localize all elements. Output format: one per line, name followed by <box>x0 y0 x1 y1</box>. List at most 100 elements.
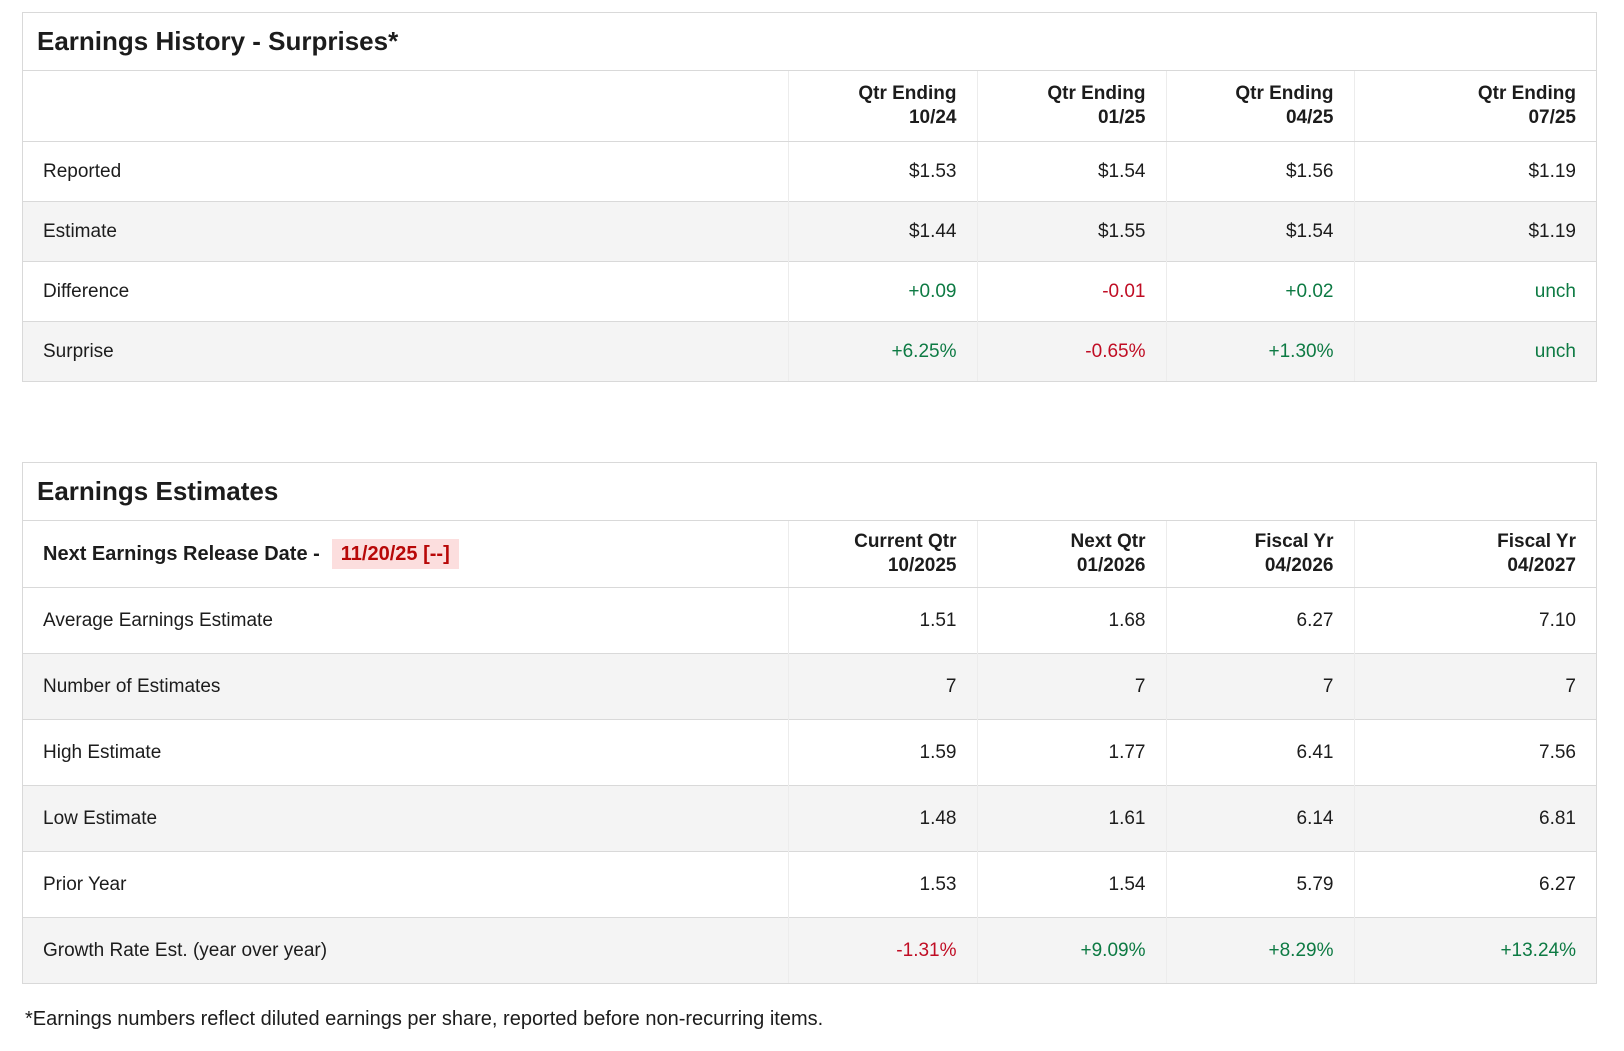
cell-value: 1.68 <box>976 587 1166 654</box>
cell-value: 6.27 <box>1353 851 1596 918</box>
column-header: Qtr Ending 01/25 <box>976 71 1166 142</box>
cell-value: 6.81 <box>1353 785 1596 852</box>
table-row: Prior Year 1.53 1.54 5.79 6.27 <box>23 851 1596 918</box>
column-header-line1: Qtr Ending <box>1235 83 1334 104</box>
cell-value: 7 <box>1165 653 1354 720</box>
column-header: Qtr Ending 07/25 <box>1353 71 1596 142</box>
column-header: Qtr Ending 10/24 <box>787 71 977 142</box>
cell-value: -1.31% <box>787 917 977 983</box>
earnings-estimates-table-header: Next Earnings Release Date - 11/20/25 [--… <box>23 521 1596 588</box>
cell-value: $1.19 <box>1353 141 1596 202</box>
cell-value: 5.79 <box>1165 851 1354 918</box>
earnings-history-title: Earnings History - Surprises* <box>23 13 1596 71</box>
earnings-estimates-card: Earnings Estimates Next Earnings Release… <box>22 462 1597 984</box>
cell-value: +13.24% <box>1353 917 1596 983</box>
column-header-line2: 04/25 <box>1285 107 1334 128</box>
table-row: Low Estimate 1.48 1.61 6.14 6.81 <box>23 785 1596 852</box>
row-label: Prior Year <box>23 851 788 918</box>
earnings-estimates-title: Earnings Estimates <box>23 463 1596 521</box>
table-row: Surprise +6.25% -0.65% +1.30% unch <box>23 321 1596 381</box>
column-header-line2: 04/2026 <box>1264 555 1334 576</box>
column-header: Fiscal Yr 04/2027 <box>1353 521 1596 588</box>
cell-value: 1.48 <box>787 785 977 852</box>
cell-value: 1.53 <box>787 851 977 918</box>
row-label: Reported <box>23 141 788 202</box>
earnings-history-table: Qtr Ending 10/24 Qtr Ending 01/25 Qtr Ending… <box>23 71 1596 381</box>
cell-value: $1.54 <box>1165 201 1354 262</box>
cell-value: unch <box>1353 261 1596 322</box>
cell-value: +1.30% <box>1165 321 1354 381</box>
column-header-line1: Qtr Ending <box>1477 83 1576 104</box>
earnings-footnote: *Earnings numbers reflect diluted earnin… <box>25 1008 824 1030</box>
column-header-line1: Current Qtr <box>854 531 957 552</box>
row-label: Number of Estimates <box>23 653 788 720</box>
earnings-history-surprises-card: Earnings History - Surprises* Qtr Ending… <box>22 12 1597 382</box>
column-header-line2: 01/2026 <box>1076 555 1146 576</box>
next-earnings-release-label: Next Earnings Release Date - <box>43 543 320 565</box>
table-row: Reported $1.53 $1.54 $1.56 $1.19 <box>23 141 1596 202</box>
header-row: Next Earnings Release Date - 11/20/25 [--… <box>23 521 1596 588</box>
cell-value: -0.01 <box>976 261 1166 322</box>
header-label-cell <box>23 71 788 142</box>
cell-value: $1.53 <box>787 141 977 202</box>
cell-value: 7 <box>1353 653 1596 720</box>
column-header-line1: Fiscal Yr <box>1254 531 1334 552</box>
cell-value: 6.14 <box>1165 785 1354 852</box>
cell-value: $1.55 <box>976 201 1166 262</box>
earnings-history-table-header: Qtr Ending 10/24 Qtr Ending 01/25 Qtr Ending… <box>23 71 1596 142</box>
earnings-estimates-table-body: Average Earnings Estimate 1.51 1.68 6.27 7.1… <box>23 587 1596 983</box>
table-row: Growth Rate Est. (year over year) -1.31% +… <box>23 917 1596 983</box>
column-header-line1: Fiscal Yr <box>1497 531 1576 552</box>
cell-value: $1.44 <box>787 201 977 262</box>
row-label: Estimate <box>23 201 788 262</box>
cell-value: 1.61 <box>976 785 1166 852</box>
cell-value: +0.09 <box>787 261 977 322</box>
cell-value: +6.25% <box>787 321 977 381</box>
column-header-line1: Qtr Ending <box>1047 83 1146 104</box>
row-label: Difference <box>23 261 788 322</box>
earnings-history-table-body: Reported $1.53 $1.54 $1.56 $1.19 Estimate $1.4… <box>23 141 1596 381</box>
table-row: Number of Estimates 7 7 7 7 <box>23 653 1596 720</box>
column-header-line1: Qtr Ending <box>858 83 957 104</box>
cell-value: 1.77 <box>976 719 1166 786</box>
cell-value: 1.59 <box>787 719 977 786</box>
cell-value: 7 <box>976 653 1166 720</box>
table-row: Estimate $1.44 $1.55 $1.54 $1.19 <box>23 201 1596 262</box>
header-label-cell: Next Earnings Release Date - 11/20/25 [--… <box>23 521 788 588</box>
column-header-line2: 04/2027 <box>1507 555 1576 576</box>
row-label: Surprise <box>23 321 788 381</box>
row-label: Low Estimate <box>23 785 788 852</box>
cell-value: +0.02 <box>1165 261 1354 322</box>
header-row: Qtr Ending 10/24 Qtr Ending 01/25 Qtr Ending… <box>23 71 1596 142</box>
cell-value: $1.54 <box>976 141 1166 202</box>
cell-value: 1.54 <box>976 851 1166 918</box>
cell-value: +9.09% <box>976 917 1166 983</box>
next-earnings-release-date: 11/20/25 [--] <box>331 539 459 569</box>
column-header: Qtr Ending 04/25 <box>1165 71 1354 142</box>
table-row: Average Earnings Estimate 1.51 1.68 6.27 7.1… <box>23 587 1596 654</box>
cell-value: 7.10 <box>1353 587 1596 654</box>
cell-value: +8.29% <box>1165 917 1354 983</box>
table-row: High Estimate 1.59 1.77 6.41 7.56 <box>23 719 1596 786</box>
cell-value: 6.41 <box>1165 719 1354 786</box>
cell-value: unch <box>1353 321 1596 381</box>
table-row: Difference +0.09 -0.01 +0.02 unch <box>23 261 1596 322</box>
earnings-estimates-table: Next Earnings Release Date - 11/20/25 [--… <box>23 521 1596 983</box>
cell-value: $1.19 <box>1353 201 1596 262</box>
row-label: High Estimate <box>23 719 788 786</box>
column-header: Fiscal Yr 04/2026 <box>1165 521 1354 588</box>
cell-value: $1.56 <box>1165 141 1354 202</box>
column-header-line2: 10/2025 <box>887 555 957 576</box>
cell-value: 6.27 <box>1165 587 1354 654</box>
column-header-line2: 01/25 <box>1097 107 1146 128</box>
row-label: Growth Rate Est. (year over year) <box>23 917 788 983</box>
cell-value: -0.65% <box>976 321 1166 381</box>
column-header-line2: 07/25 <box>1528 107 1576 128</box>
cell-value: 1.51 <box>787 587 977 654</box>
cell-value: 7.56 <box>1353 719 1596 786</box>
column-header: Current Qtr 10/2025 <box>787 521 977 588</box>
column-header: Next Qtr 01/2026 <box>976 521 1166 588</box>
row-label: Average Earnings Estimate <box>23 587 788 654</box>
column-header-line1: Next Qtr <box>1070 531 1146 552</box>
cell-value: 7 <box>787 653 977 720</box>
